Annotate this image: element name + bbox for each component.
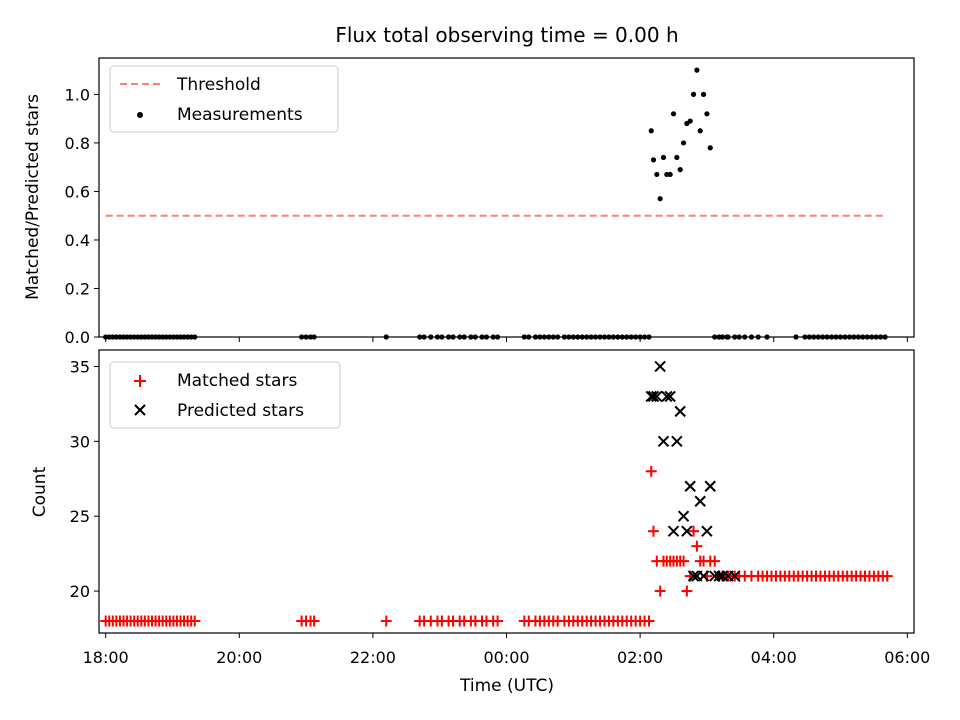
legend-matched-swatch — [134, 375, 146, 387]
top-y-tick-label: 0.6 — [65, 182, 90, 201]
predicted-star-point — [651, 390, 663, 403]
predicted-star-point — [671, 435, 683, 448]
predicted-star-point — [661, 390, 673, 403]
measurement-point — [694, 67, 700, 73]
top-y-axis-label: Matched/Predicted stars — [23, 94, 43, 300]
x-tick-label: 04:00 — [751, 648, 797, 667]
matched-star-point — [678, 555, 690, 567]
matched-star-point — [654, 585, 666, 597]
measurement-point — [680, 140, 687, 146]
predicted-star-point — [697, 570, 710, 582]
legend-measurements-swatch — [137, 112, 143, 118]
x-tick-label: 20:00 — [216, 648, 262, 667]
predicted-star-point — [664, 390, 676, 403]
top-panel: 0.0 0.2 0.4 0.6 0.8 1.0 Matched/Predicted sta… — [23, 57, 915, 347]
predicted-star-point — [681, 525, 693, 537]
matched-star-point — [709, 555, 721, 567]
predicted-star-point — [674, 405, 686, 418]
legend-threshold-label: Threshold — [176, 75, 261, 95]
top-y-tick-label: 0.2 — [65, 279, 90, 298]
matched-star-point — [189, 615, 201, 627]
matched-star-point — [691, 540, 703, 552]
predicted-star-point — [687, 570, 700, 582]
legend-measurements-label: Measurements — [177, 105, 303, 125]
predicted-star-point — [701, 525, 713, 537]
predicted-star-point — [654, 360, 666, 373]
top-y-tick-label: 0.4 — [65, 231, 90, 250]
bottom-y-tick-label: 30 — [70, 432, 90, 451]
measurement-point — [704, 111, 710, 117]
matched-star-point — [308, 615, 320, 627]
top-y-tick-label: 0.8 — [65, 134, 90, 153]
matched-star-point — [492, 615, 504, 627]
x-tick-label: 22:00 — [350, 648, 396, 667]
legend-matched-label: Matched stars — [177, 371, 297, 391]
top-y-tick-label: 1.0 — [65, 85, 90, 104]
measurement-point — [697, 128, 703, 134]
top-y-tick-label: 0.0 — [65, 328, 90, 347]
predicted-star-point — [657, 435, 670, 448]
matched-star-point — [688, 525, 700, 537]
measurement-point — [667, 171, 673, 178]
predicted-star-point — [667, 525, 680, 537]
matched-star-point — [645, 465, 657, 477]
measurement-point — [657, 196, 663, 202]
legend-predicted-swatch — [134, 404, 146, 416]
matched-star-point — [643, 615, 655, 627]
predicted-star-point — [694, 495, 706, 507]
measurement-point — [654, 171, 660, 178]
chart-title: Flux total observing time = 0.00 h — [335, 23, 678, 47]
x-tick-label: 02:00 — [617, 648, 663, 667]
measurement-point — [648, 128, 654, 134]
predicted-star-point — [647, 390, 660, 403]
measurement-point — [660, 154, 667, 161]
matched-star-point — [380, 615, 392, 627]
bottom-legend-box — [109, 361, 341, 429]
measurement-point — [677, 167, 683, 173]
x-tick-label: 18:00 — [83, 648, 129, 667]
x-tick-label: 06:00 — [884, 648, 930, 667]
matched-star-point — [647, 525, 659, 537]
measurement-point — [690, 91, 697, 97]
x-tick-label: 00:00 — [483, 648, 529, 667]
predicted-star-point — [684, 480, 696, 492]
measurement-point — [687, 118, 693, 124]
predicted-star-point — [713, 570, 725, 582]
measurement-point — [674, 154, 680, 161]
bottom-panel: 20 25 30 35 18:00 20:00 22:00 00:00 02:00 04:00 0… — [30, 349, 930, 696]
matched-star-point — [881, 570, 893, 582]
legend-predicted-label: Predicted stars — [177, 401, 304, 421]
top-legend-box — [109, 65, 339, 133]
measurement-point — [700, 91, 707, 97]
bottom-y-tick-label: 25 — [70, 507, 90, 526]
measurement-point — [707, 145, 713, 151]
predicted-star-point — [729, 570, 741, 582]
x-axis-label: Time (UTC) — [459, 676, 554, 696]
measurement-point — [650, 157, 657, 163]
predicted-star-point — [704, 480, 716, 492]
bottom-y-axis-label: Count — [30, 466, 50, 517]
matched-star-point — [681, 585, 693, 597]
bottom-legend: Matched stars Predicted stars — [109, 361, 341, 429]
bottom-y-tick-label: 35 — [70, 357, 90, 376]
predicted-star-point — [677, 510, 690, 522]
measurement-point — [670, 111, 677, 117]
top-legend: Threshold Measurements — [109, 65, 339, 133]
bottom-y-tick-label: 20 — [70, 582, 90, 601]
